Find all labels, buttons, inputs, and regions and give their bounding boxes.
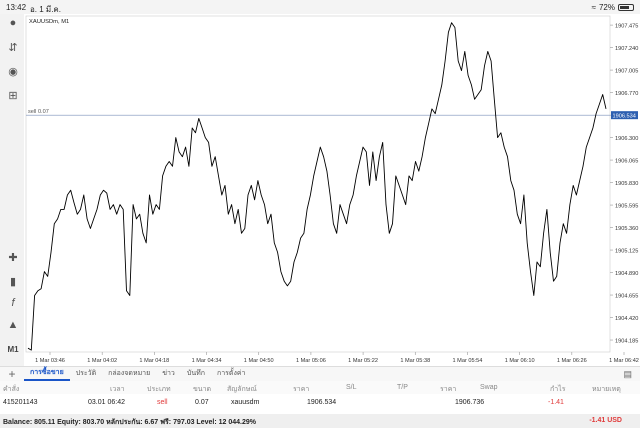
cell-size: 0.07	[195, 399, 209, 406]
y-tick-label: 1905.830	[615, 181, 638, 187]
objects-icon[interactable]: ▲	[7, 319, 19, 331]
cell-price: 1906.736	[455, 399, 485, 406]
cell-time: 03.01 06:42	[88, 399, 125, 406]
y-tick-label: 1906.770	[615, 91, 638, 97]
x-tick-label: 1 Mar 06:42	[609, 358, 639, 364]
total-profit: -1.41 USD	[589, 417, 622, 424]
col-profit: กำไร	[550, 386, 566, 393]
y-tick-label: 1907.475	[615, 24, 638, 30]
table-row[interactable]: 415201143 03.01 06:42 sell 0.07 xauusdm …	[0, 396, 640, 409]
x-tick-label: 1 Mar 04:34	[192, 358, 222, 364]
y-tick-label: 1905.360	[615, 226, 638, 232]
x-tick-label: 1 Mar 05:38	[400, 358, 430, 364]
cell-type: sell	[157, 399, 168, 406]
chat-icon[interactable]: ◉	[8, 65, 18, 78]
chart-svg: 1907.475 1907.240 1907.005 1906.770 1906.300…	[25, 15, 639, 364]
col-open-price: ราคา	[293, 386, 310, 393]
col-sl: S/L	[346, 384, 357, 391]
cell-open-price: 1906.534	[307, 399, 337, 406]
y-tick-label: 1904.655	[615, 294, 638, 300]
timeframe-button[interactable]: M1	[7, 344, 19, 354]
tab-trade[interactable]: การซื้อขาย	[24, 367, 70, 381]
account-icon[interactable]: ●	[9, 17, 17, 29]
y-tick-label: 1906.065	[615, 159, 638, 165]
price-chart[interactable]: 1907.475 1907.240 1907.005 1906.770 1906.300…	[24, 14, 640, 366]
candlestick-icon[interactable]: ▮	[9, 275, 17, 288]
y-tick-label: 1905.125	[615, 249, 638, 255]
y-tick-label: 1907.005	[615, 69, 638, 75]
status-date: อ. 1 มี.ค.	[30, 5, 61, 14]
battery-percent: 72%	[598, 3, 615, 12]
battery-icon	[618, 4, 634, 11]
add-icon[interactable]: +	[8, 367, 16, 381]
price-tag-label: 1906.534	[613, 113, 636, 119]
col-symbol: สัญลักษณ์	[227, 386, 257, 393]
col-price: ราคา	[440, 386, 457, 393]
x-tick-label: 1 Mar 04:18	[139, 358, 169, 364]
status-right: ≈ 72%	[592, 3, 634, 12]
y-tick-label: 1905.595	[615, 204, 638, 210]
plot-frame	[25, 15, 611, 353]
col-comment: หมายเหตุ	[592, 386, 621, 393]
x-tick-label: 1 Mar 04:02	[87, 358, 117, 364]
y-tick-label: 1907.240	[615, 46, 638, 52]
price-series-line	[27, 22, 607, 351]
col-type: ประเภท	[147, 386, 171, 393]
y-tick-label: 1904.890	[615, 271, 638, 277]
price-tag	[611, 111, 638, 120]
x-tick-label: 1 Mar 06:26	[557, 358, 587, 364]
col-order: คำสั่ง	[3, 386, 20, 393]
col-time: เวลา	[110, 386, 125, 393]
col-tp: T/P	[397, 384, 408, 391]
status-time: 13:42	[6, 3, 27, 12]
x-tick-label: 1 Mar 05:22	[348, 358, 378, 364]
col-size: ขนาด	[193, 386, 212, 393]
y-tick-label: 1906.300	[615, 136, 638, 142]
x-tick-label: 1 Mar 04:50	[244, 358, 274, 364]
wifi-icon: ≈	[591, 3, 596, 12]
y-tick-label: 1904.420	[615, 316, 638, 322]
symbol-label: XAUUSDm, M1	[29, 19, 69, 25]
cell-order: 415201143	[3, 399, 38, 406]
x-tick-label: 1 Mar 03:46	[35, 358, 65, 364]
layout-toggle-icon[interactable]: ▤	[623, 368, 632, 379]
tab-mailbox[interactable]: กล่องจดหมาย	[108, 370, 151, 377]
account-summary-text: Balance: 805.11 Equity: 803.70 หลักประกั…	[3, 419, 256, 426]
table-header: คำสั่ง เวลา ประเภท ขนาด สัญลักษณ์ ราคา S…	[0, 381, 640, 394]
x-tick-label: 1 Mar 06:10	[505, 358, 535, 364]
status-bar: 13:42 อ. 1 มี.ค. ≈ 72%	[0, 0, 640, 14]
indicator-icon[interactable]: f	[11, 297, 15, 309]
y-tick-label: 1904.185	[615, 339, 638, 345]
new-order-icon[interactable]: ⊞	[8, 89, 18, 102]
trade-arrows-icon[interactable]: ⇵	[8, 41, 18, 54]
sidebar: ● ⇵ ◉ ⊞ ✚ ▮ f ▲ M1	[0, 14, 25, 366]
account-summary: Balance: 805.11 Equity: 803.70 หลักประกั…	[0, 414, 640, 428]
tab-settings[interactable]: การตั้งค่า	[216, 370, 246, 377]
terminal-tabbar: + การซื้อขาย ประวัติ กล่องจดหมาย ข่าว บั…	[0, 366, 640, 381]
tab-journal[interactable]: บันทึก	[186, 370, 205, 377]
x-tick-label: 1 Mar 05:54	[453, 358, 483, 364]
tab-history[interactable]: ประวัติ	[75, 370, 97, 377]
tab-news[interactable]: ข่าว	[162, 370, 175, 377]
col-swap: Swap	[480, 384, 498, 391]
x-tick-label: 1 Mar 05:06	[296, 358, 326, 364]
cell-symbol: xauusdm	[231, 399, 260, 406]
sell-level-label: sell 0.07	[28, 109, 49, 115]
crosshair-icon[interactable]: ✚	[8, 251, 18, 264]
cell-profit: -1.41	[548, 399, 564, 406]
